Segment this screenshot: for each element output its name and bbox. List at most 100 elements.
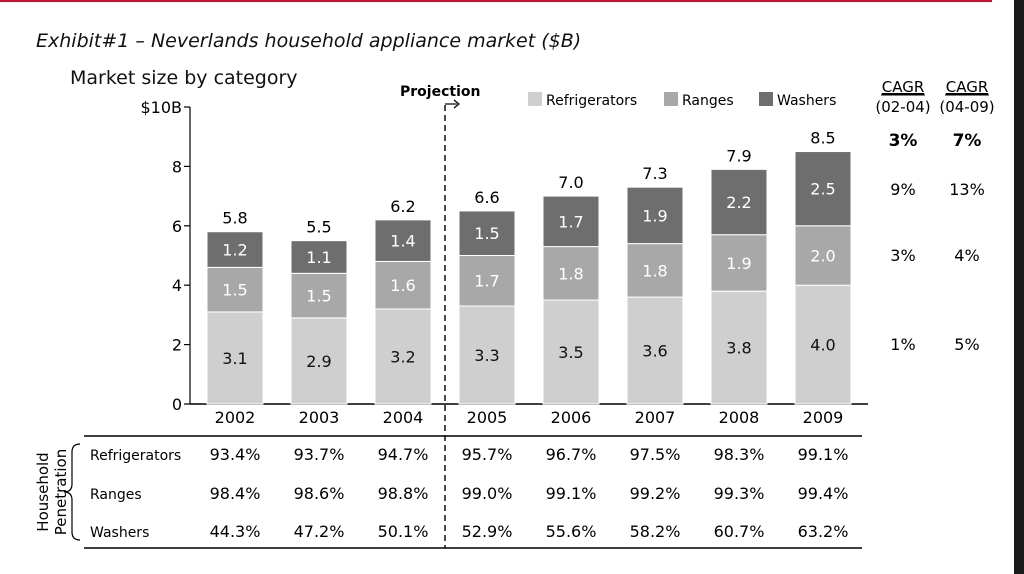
bar-value-label: 1.4 [390, 232, 415, 251]
exhibit-title: Exhibit#1 – Neverlands household applian… [36, 30, 582, 52]
bar-value-label: 3.5 [558, 343, 583, 362]
cagr-header-top: CAGR [882, 78, 925, 96]
bar-segment-refrigerators [458, 305, 516, 405]
bar-segment-washers [458, 210, 516, 256]
bar-total-label: 5.8 [222, 209, 247, 228]
y-tick-label: 8 [172, 157, 182, 176]
penetration-value: 55.6% [546, 522, 597, 541]
bar-segment-ranges [542, 246, 600, 301]
penetration-value: 58.2% [630, 522, 681, 541]
penetration-value: 52.9% [462, 522, 513, 541]
bar-segment-washers [794, 151, 852, 227]
penetration-value: 98.6% [294, 484, 345, 503]
penetration-brace [63, 443, 81, 541]
bar-segment-washers [710, 168, 768, 236]
penetration-value: 96.7% [546, 445, 597, 464]
y-tick-label: 2 [172, 336, 182, 355]
cagr-value-refrigerators: 5% [954, 335, 979, 354]
legend-swatch-refrigerators [528, 92, 542, 106]
penetration-value: 63.2% [798, 522, 849, 541]
penetration-value: 93.7% [294, 445, 345, 464]
x-tick-label: 2003 [299, 408, 340, 427]
penetration-value: 98.3% [714, 445, 765, 464]
bar-segment-washers [542, 195, 600, 248]
penetration-value: 50.1% [378, 522, 429, 541]
bar-value-label: 3.1 [222, 349, 247, 368]
cagr-header-bottom: (02-04) [875, 98, 930, 116]
penetration-value: 98.4% [210, 484, 261, 503]
bar-segment-washers [626, 186, 684, 245]
x-tick-label: 2005 [467, 408, 508, 427]
bar-value-label: 4.0 [810, 336, 835, 355]
bar-value-label: 1.7 [558, 212, 583, 231]
bar-segment-refrigerators [794, 284, 852, 405]
x-tick-label: 2004 [383, 408, 424, 427]
x-tick-label: 2009 [803, 408, 844, 427]
penetration-value: 47.2% [294, 522, 345, 541]
legend-label-washers: Washers [777, 93, 836, 109]
penetration-group-label-line2: Penetration [52, 449, 70, 535]
y-tick-label: 0 [172, 395, 182, 414]
penetration-value: 95.7% [462, 445, 513, 464]
bar-value-label: 1.7 [474, 272, 499, 291]
bar-total-label: 6.2 [390, 197, 415, 216]
x-tick-label: 2008 [719, 408, 760, 427]
bar-value-label: 3.6 [642, 342, 667, 361]
x-tick-label: 2006 [551, 408, 592, 427]
bar-segment-refrigerators [542, 299, 600, 405]
penetration-group-label-line1: Household [34, 452, 52, 531]
bar-segment-washers [206, 231, 264, 268]
cagr-value-total: 3% [889, 131, 918, 151]
cagr-value-washers: 9% [890, 180, 915, 199]
bar-value-label: 2.5 [810, 180, 835, 199]
bar-total-label: 7.9 [726, 146, 751, 165]
penetration-value: 97.5% [630, 445, 681, 464]
penetration-value: 99.3% [714, 484, 765, 503]
bar-value-label: 2.2 [726, 193, 751, 212]
projection-label: Projection [400, 84, 480, 100]
penetration-value: 99.0% [462, 484, 513, 503]
bar-segment-refrigerators [374, 308, 432, 405]
bar-value-label: 1.9 [642, 206, 667, 225]
cagr-header-top: CAGR [946, 78, 989, 96]
bar-segment-washers [290, 240, 348, 274]
y-tick-label: 6 [172, 217, 182, 236]
penetration-value: 60.7% [714, 522, 765, 541]
bar-total-label: 7.0 [558, 173, 583, 192]
penetration-value: 98.8% [378, 484, 429, 503]
cagr-value-refrigerators: 1% [890, 335, 915, 354]
legend-label-refrigerators: Refrigerators [546, 93, 637, 109]
y-tick-label: 4 [172, 276, 182, 295]
bar-value-label: 1.9 [726, 254, 751, 273]
legend-swatch-washers [759, 92, 773, 106]
bar-value-label: 1.6 [390, 276, 415, 295]
top-accent-rule [0, 0, 992, 2]
penetration-value: 99.2% [630, 484, 681, 503]
bar-total-label: 5.5 [306, 218, 331, 237]
bar-total-label: 6.6 [474, 188, 499, 207]
bar-total-label: 7.3 [642, 164, 667, 183]
bar-segment-refrigerators [206, 311, 264, 405]
bar-value-label: 3.2 [390, 347, 415, 366]
cagr-header-bottom: (04-09) [939, 98, 994, 116]
bar-segment-ranges [206, 266, 264, 313]
penetration-row-label: Washers [90, 525, 149, 541]
bar-segment-ranges [458, 255, 516, 307]
penetration-value: 44.3% [210, 522, 261, 541]
projection-arrow-head [453, 99, 460, 109]
penetration-row-label: Refrigerators [90, 448, 181, 464]
bar-value-label: 1.5 [222, 281, 247, 300]
bar-value-label: 3.8 [726, 339, 751, 358]
bar-value-label: 1.5 [474, 224, 499, 243]
window-edge [1014, 0, 1024, 574]
cagr-value-ranges: 4% [954, 246, 979, 265]
legend-label-ranges: Ranges [682, 93, 734, 109]
penetration-value: 94.7% [378, 445, 429, 464]
y-tick-label: $10B [140, 98, 182, 117]
penetration-value: 99.1% [546, 484, 597, 503]
bar-value-label: 2.9 [306, 352, 331, 371]
bar-value-label: 1.2 [222, 241, 247, 260]
penetration-value: 93.4% [210, 445, 261, 464]
chart-title: Market size by category [70, 67, 298, 89]
